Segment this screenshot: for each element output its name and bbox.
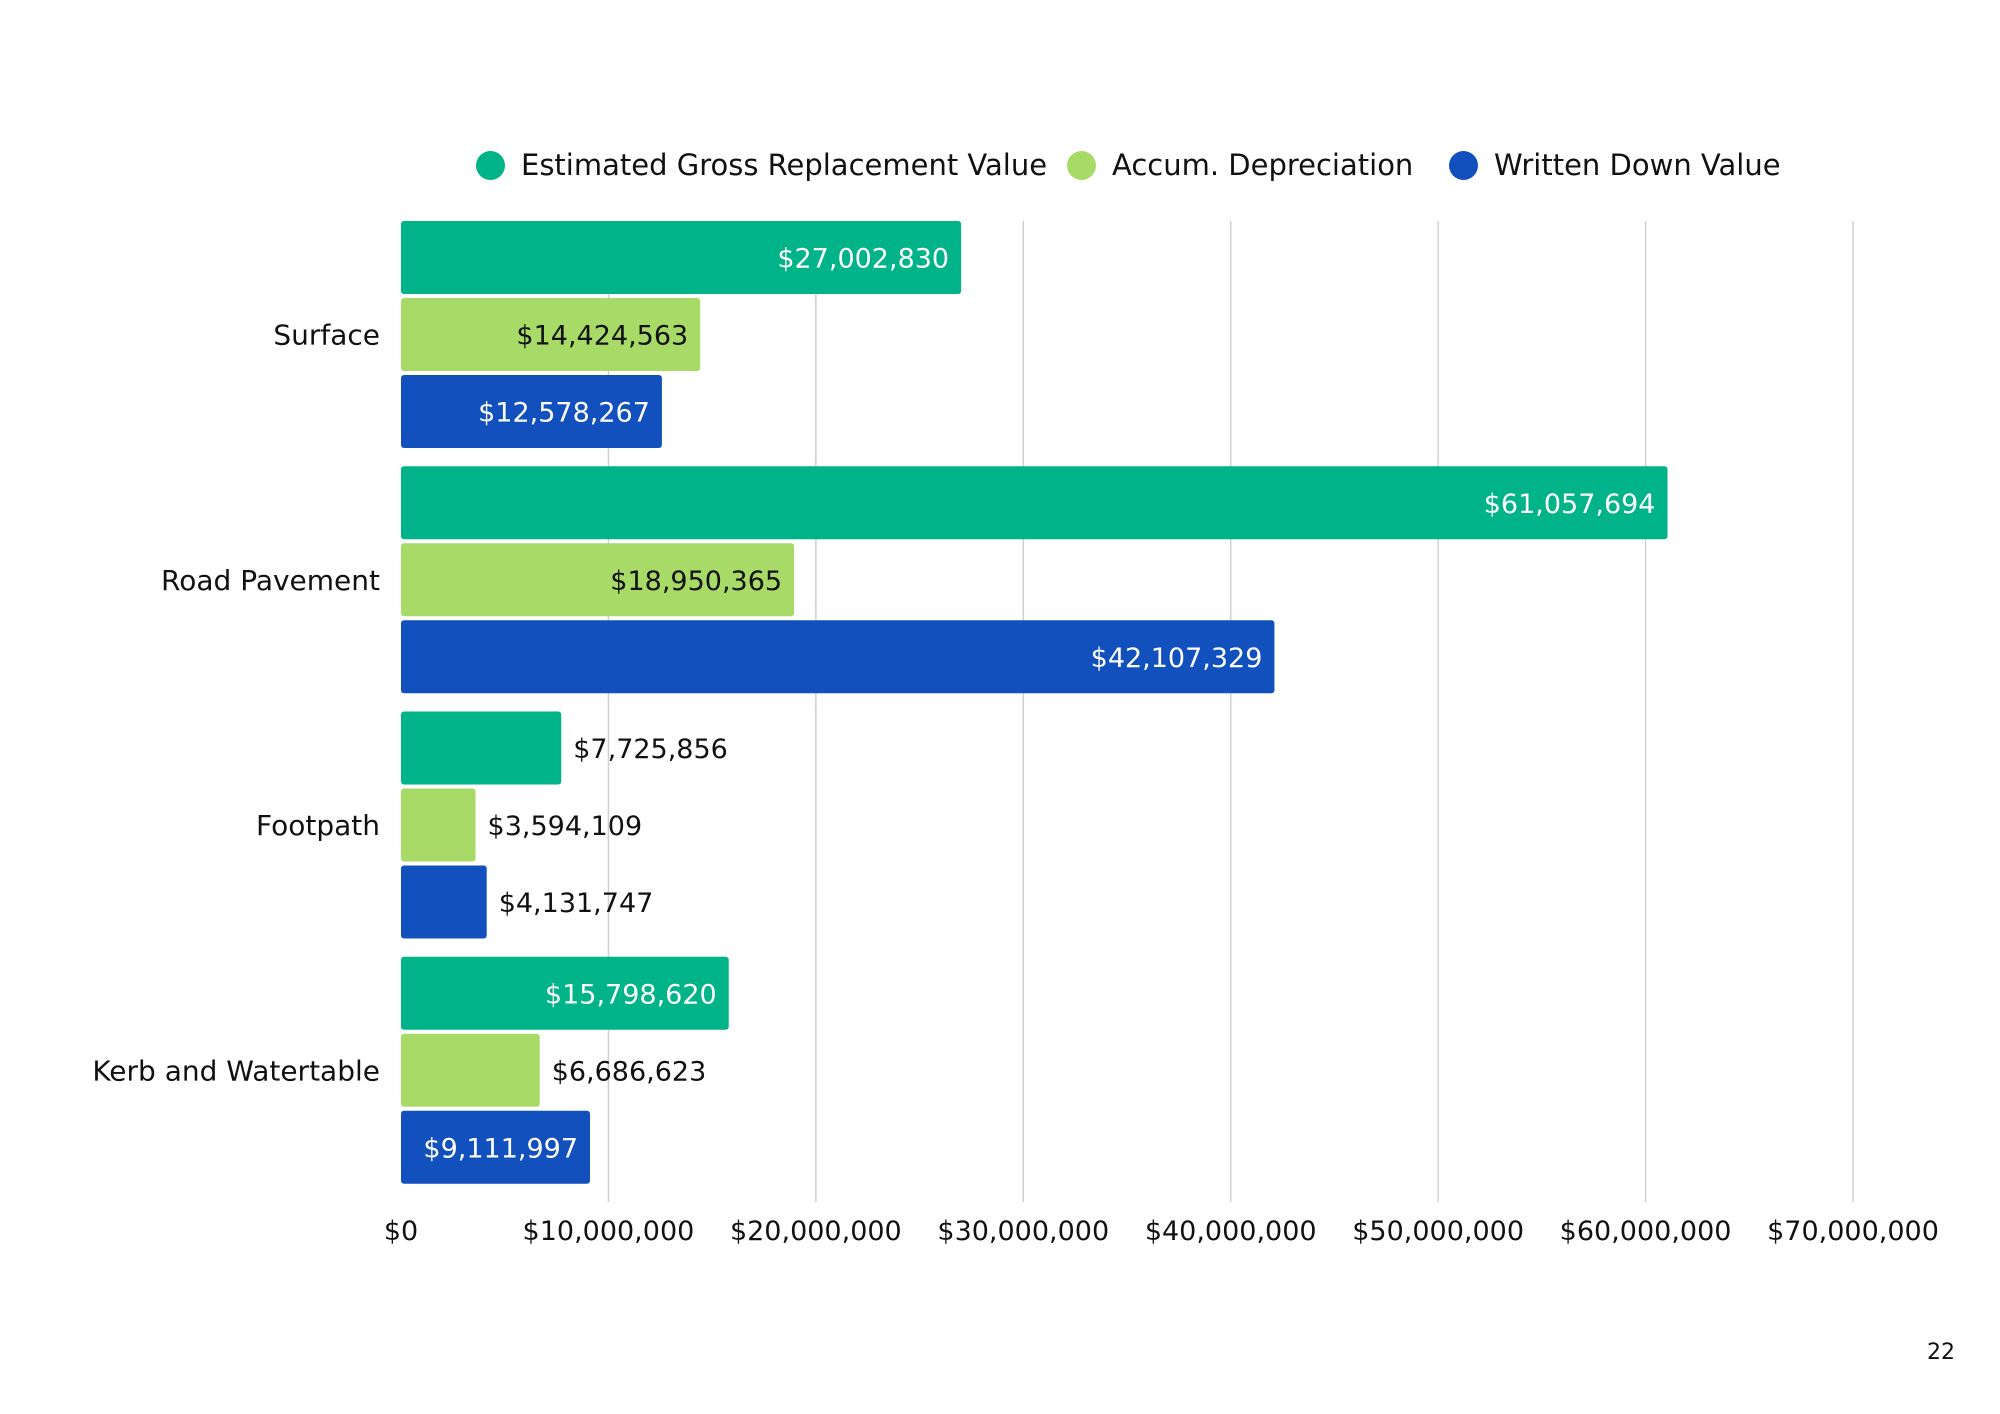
bar-kerb-and-watertable-written-down-value — [401, 1110, 591, 1184]
data-label: $14,424,563 — [516, 321, 688, 352]
bar-road-pavement-estimated-gross-replacement-value — [401, 466, 1668, 540]
data-label: $7,725,856 — [573, 734, 728, 765]
x-tick-label: $30,000,000 — [937, 1216, 1109, 1247]
legend-swatch — [1067, 150, 1096, 180]
category-labels: Surface Road Pavement Footpath Kerb and Wat… — [92, 319, 380, 1088]
legend-swatch — [1449, 150, 1478, 180]
data-label: $15,798,620 — [545, 979, 717, 1010]
data-label: $27,002,830 — [777, 244, 949, 275]
x-tick-label: $60,000,000 — [1560, 1216, 1732, 1247]
x-tick-label: $0 — [384, 1216, 418, 1247]
x-tick-label: $10,000,000 — [523, 1216, 695, 1247]
legend-label: Estimated Gross Replacement Value — [521, 148, 1048, 182]
bar-footpath-accum-depreciation — [401, 788, 476, 862]
x-tick-label: $50,000,000 — [1352, 1216, 1524, 1247]
category-label-footpath: Footpath — [256, 809, 380, 842]
data-label: $61,057,694 — [1484, 489, 1656, 520]
legend-label: Written Down Value — [1494, 148, 1781, 182]
bar-kerb-and-watertable-accum-depreciation — [401, 1033, 540, 1107]
bar-road-pavement-written-down-value — [401, 620, 1275, 694]
category-label-kerb-and-watertable: Kerb and Watertable — [92, 1054, 380, 1087]
data-label: $12,578,267 — [478, 398, 650, 429]
bar-road-pavement-accum-depreciation — [401, 543, 795, 617]
bar-kerb-and-watertable-estimated-gross-replacement-value — [401, 956, 729, 1030]
bar-surface-estimated-gross-replacement-value — [401, 221, 962, 294]
bar-surface-written-down-value — [401, 375, 662, 448]
page-number: 22 — [1927, 1340, 1955, 1365]
legend-swatch — [476, 150, 505, 180]
bar-footpath-written-down-value — [401, 865, 487, 939]
data-label: $4,131,747 — [499, 888, 654, 919]
data-label: $6,686,623 — [552, 1056, 707, 1087]
data-label: $42,107,329 — [1091, 643, 1263, 674]
legend-item-accum-depreciation: Accum. Depreciation — [1067, 145, 1413, 185]
bar-footpath-estimated-gross-replacement-value — [401, 711, 562, 785]
data-label: $18,950,365 — [610, 566, 782, 597]
chart-legend: Estimated Gross Replacement Value Accum.… — [0, 145, 2000, 185]
x-tick-label: $20,000,000 — [730, 1216, 902, 1247]
bars — [401, 221, 1668, 1184]
legend-item-estimated-gross-replacement-value: Estimated Gross Replacement Value — [476, 145, 1047, 185]
legend-item-written-down-value: Written Down Value — [1449, 145, 1781, 185]
legend-label: Accum. Depreciation — [1112, 148, 1414, 182]
data-labels: $27,002,830 $14,424,563 $12,578,267 $61,057… — [423, 244, 1655, 1165]
x-axis-tick-labels: $0 $10,000,000 $20,000,000 $30,000,000 $40,0… — [384, 1216, 1939, 1247]
x-tick-label: $40,000,000 — [1145, 1216, 1317, 1247]
category-label-surface: Surface — [273, 319, 380, 352]
bar-surface-accum-depreciation — [401, 298, 701, 371]
grid-lines — [607, 221, 1854, 1202]
x-tick-label: $70,000,000 — [1767, 1216, 1939, 1247]
data-label: $9,111,997 — [423, 1133, 578, 1164]
category-label-road-pavement: Road Pavement — [161, 564, 380, 597]
data-label: $3,594,109 — [488, 811, 643, 842]
